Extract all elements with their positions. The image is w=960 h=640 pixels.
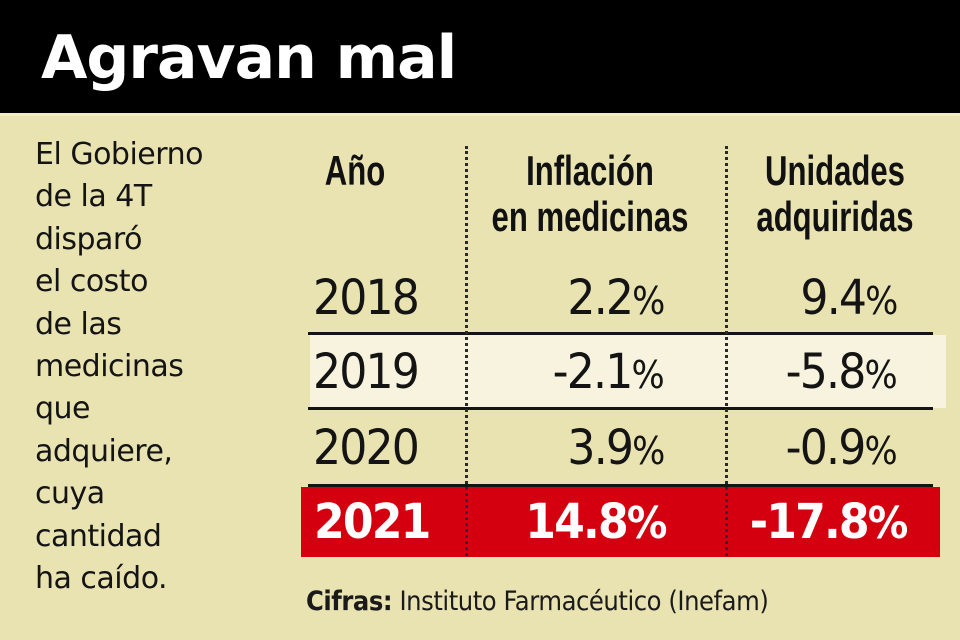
source-label: Cifras: — [306, 586, 393, 617]
header-bar: Agravan mal — [0, 0, 960, 113]
intro-line: de las — [35, 306, 122, 342]
intro-line: el costo — [35, 264, 148, 300]
intro-text: El Gobierno de la 4T disparó el costo de… — [35, 134, 285, 600]
row-shaded-background — [310, 335, 946, 408]
column-header-units-line: adquiridas — [756, 193, 914, 240]
table-cell-inflation-highlight: 14.8% — [525, 494, 668, 550]
source-note: Cifras: Instituto Farmacéutico (Inefam) — [306, 584, 769, 620]
column-header-year-label: Año — [324, 147, 386, 194]
column-header-year: Año — [307, 148, 403, 194]
intro-line: que — [35, 391, 91, 427]
row-highlight-background — [301, 487, 940, 557]
intro-line: cuya — [35, 476, 105, 512]
column-header-inflation-line: en medicinas — [491, 193, 689, 240]
table-cell-units-highlight: -17.8% — [749, 494, 908, 550]
page-title: Agravan mal — [41, 23, 457, 93]
intro-line: ha caído. — [35, 561, 168, 597]
table-cell-year: 2020 — [313, 420, 420, 476]
table-cell-year: 2018 — [313, 270, 420, 326]
intro-line: medicinas — [35, 349, 184, 385]
table-cell-inflation: -2.1% — [552, 344, 665, 400]
row-divider — [308, 484, 933, 487]
source-text: Instituto Farmacéutico (Inefam) — [399, 586, 769, 617]
column-header-inflation-line: Inflación — [526, 147, 654, 194]
table-cell-year: 2019 — [313, 344, 420, 400]
column-header-inflation: Inflación en medicinas — [479, 148, 701, 240]
intro-line: adquiere, — [35, 433, 173, 469]
header-rule — [0, 113, 960, 116]
intro-line: cantidad — [35, 518, 162, 554]
intro-line: de la 4T — [35, 179, 152, 215]
table-cell-inflation: 3.9% — [566, 420, 665, 476]
table-cell-units: -5.8% — [785, 344, 898, 400]
table-cell-year-highlight: 2021 — [314, 494, 431, 550]
column-header-units: Unidades adquiridas — [724, 148, 946, 240]
table-cell-inflation: 2.2% — [566, 270, 665, 326]
row-divider — [308, 407, 933, 410]
column-separator — [725, 146, 728, 556]
intro-line: disparó — [35, 221, 142, 257]
table-cell-units: -0.9% — [785, 420, 898, 476]
column-header-units-line: Unidades — [765, 147, 905, 194]
row-divider — [308, 332, 933, 335]
intro-line: El Gobierno — [35, 137, 203, 172]
table-cell-units: 9.4% — [799, 270, 898, 326]
column-separator — [465, 146, 468, 556]
